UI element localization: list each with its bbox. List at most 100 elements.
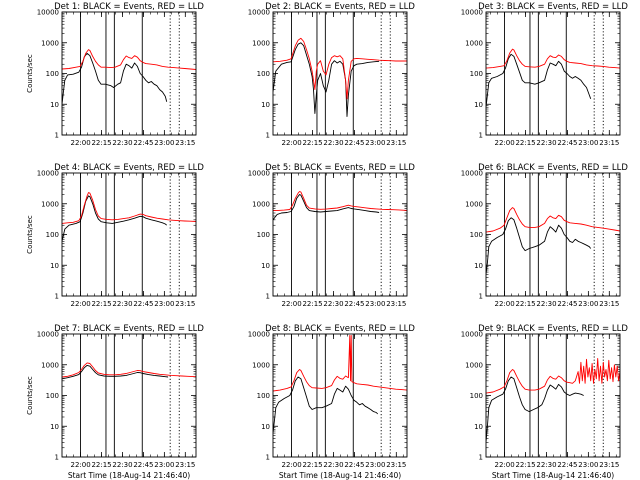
lld-rate-line	[486, 358, 620, 394]
x-tick-label: 23:15	[386, 461, 406, 469]
detector-panel-8: Det 8: BLACK = Events, RED = LLD Start Ti…	[248, 324, 416, 480]
events-rate-line	[486, 53, 592, 108]
events-rate-line	[486, 376, 584, 443]
x-tick-label: 23:15	[175, 461, 195, 469]
panel-title: Det 6: BLACK = Events, RED = LLD	[478, 163, 628, 173]
x-tick-label: 22:00	[71, 300, 91, 308]
panel-title: Det 2: BLACK = Events, RED = LLD	[265, 2, 415, 12]
x-tick-label: 22:30	[536, 139, 556, 147]
y-tick-label: 1000	[252, 361, 270, 369]
x-tick-label: 23:15	[386, 139, 406, 147]
lld-rate-line	[486, 48, 620, 69]
y-tick-label: 1	[479, 454, 483, 462]
x-tick-label: 23:00	[365, 300, 385, 308]
events-rate-line	[62, 364, 169, 380]
events-rate-line	[273, 42, 380, 117]
plot-frame	[485, 333, 621, 458]
x-tick-label: 22:45	[133, 139, 153, 147]
x-tick-label: 23:15	[386, 300, 406, 308]
x-tick-label: 23:15	[175, 300, 195, 308]
x-axis-label: Start Time (18-Aug-14 21:46:40)	[492, 471, 614, 480]
y-tick-label: 1	[266, 454, 270, 462]
events-rate-line	[273, 376, 379, 434]
x-axis-label: Start Time (18-Aug-14 21:46:40)	[68, 471, 190, 480]
y-tick-label: 1	[55, 132, 59, 140]
y-tick-label: 10	[50, 423, 59, 431]
detector-panel-4: Det 4: BLACK = Events, RED = LLD Counts/s…	[26, 163, 204, 308]
y-tick-label: 1000	[465, 200, 483, 208]
y-tick-label: 100	[46, 392, 59, 400]
x-tick-label: 22:45	[344, 139, 364, 147]
x-tick-label: 22:15	[91, 300, 111, 308]
x-tick-label: 23:00	[578, 300, 598, 308]
y-tick-label: 1000	[252, 39, 270, 47]
x-tick-label: 22:45	[133, 300, 153, 308]
y-tick-label: 1	[479, 293, 483, 301]
plot-frame	[485, 172, 621, 297]
x-tick-label: 22:15	[91, 461, 111, 469]
y-axis-label: Counts/sec	[26, 215, 34, 254]
x-tick-label: 22:30	[112, 461, 132, 469]
x-tick-label: 23:00	[365, 461, 385, 469]
lld-rate-line	[62, 362, 196, 378]
panel-title: Det 9: BLACK = Events, RED = LLD	[478, 324, 628, 334]
y-tick-label: 100	[257, 231, 270, 239]
x-tick-label: 22:15	[302, 461, 322, 469]
x-tick-label: 22:15	[515, 300, 535, 308]
detector-panel-1: Det 1: BLACK = Events, RED = LLD Counts/s…	[26, 2, 204, 147]
panel-title: Det 3: BLACK = Events, RED = LLD	[478, 2, 628, 12]
x-tick-label: 22:00	[282, 300, 302, 308]
x-tick-label: 22:45	[344, 461, 364, 469]
x-tick-label: 22:15	[515, 461, 535, 469]
x-tick-label: 22:00	[282, 461, 302, 469]
y-tick-label: 10	[261, 262, 270, 270]
y-tick-label: 10000	[248, 9, 270, 17]
plot-frame	[272, 172, 408, 297]
x-tick-label: 22:30	[112, 300, 132, 308]
y-tick-label: 1	[266, 293, 270, 301]
panel-title: Det 7: BLACK = Events, RED = LLD	[54, 324, 204, 334]
y-tick-label: 1	[55, 454, 59, 462]
y-tick-label: 10	[50, 262, 59, 270]
plot-frame	[272, 11, 408, 136]
y-tick-label: 100	[257, 392, 270, 400]
x-tick-label: 22:00	[282, 139, 302, 147]
detector-panel-2: Det 2: BLACK = Events, RED = LLD 1 10 100 10…	[248, 2, 416, 147]
x-tick-label: 23:15	[599, 139, 619, 147]
x-tick-label: 22:45	[557, 300, 577, 308]
y-tick-label: 1000	[465, 39, 483, 47]
y-tick-label: 10000	[37, 9, 59, 17]
events-rate-line	[62, 195, 167, 242]
y-tick-label: 1	[266, 132, 270, 140]
plot-frame	[61, 172, 197, 297]
x-tick-label: 22:45	[557, 139, 577, 147]
y-tick-label: 1	[55, 293, 59, 301]
x-tick-label: 22:00	[71, 461, 91, 469]
x-tick-label: 22:00	[495, 139, 515, 147]
y-tick-label: 10000	[37, 170, 59, 178]
y-tick-label: 10000	[248, 331, 270, 339]
y-axis-label: Counts/sec	[26, 54, 34, 93]
y-tick-label: 10000	[37, 331, 59, 339]
plot-frame	[272, 333, 408, 458]
y-tick-label: 10	[261, 101, 270, 109]
x-axis-label: Start Time (18-Aug-14 21:46:40)	[279, 471, 401, 480]
x-tick-label: 22:45	[557, 461, 577, 469]
detector-panel-6: Det 6: BLACK = Events, RED = LLD 1 10 100 10…	[461, 163, 629, 308]
detector-panel-3: Det 3: BLACK = Events, RED = LLD 1 10 100 10…	[461, 2, 629, 147]
y-tick-label: 100	[46, 231, 59, 239]
y-tick-label: 10	[50, 101, 59, 109]
lld-rate-line	[273, 191, 407, 212]
x-tick-label: 22:45	[344, 300, 364, 308]
y-tick-label: 100	[46, 70, 59, 78]
x-tick-label: 22:45	[133, 461, 153, 469]
x-tick-label: 23:00	[154, 461, 174, 469]
y-tick-label: 10000	[461, 9, 483, 17]
y-tick-label: 10	[474, 262, 483, 270]
y-tick-label: 1000	[465, 361, 483, 369]
events-rate-line	[273, 194, 380, 221]
plot-frame	[61, 11, 197, 136]
x-tick-label: 22:00	[71, 139, 91, 147]
x-tick-label: 23:00	[154, 300, 174, 308]
x-tick-label: 22:30	[323, 300, 343, 308]
